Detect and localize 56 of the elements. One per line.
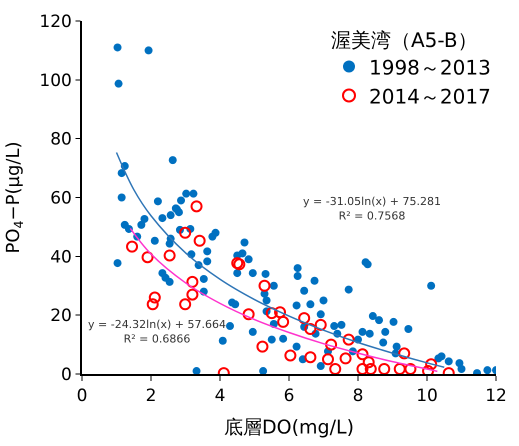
point (284, 349, 296, 362)
point (340, 352, 352, 364)
point (186, 288, 198, 301)
point (364, 363, 377, 374)
point (398, 347, 410, 360)
point (194, 234, 206, 247)
point (356, 348, 368, 360)
point (266, 307, 278, 320)
y-tick-label: 100 (39, 70, 72, 91)
point (142, 251, 154, 264)
point (190, 200, 203, 212)
legend-title: 渥美湾（A5-B） (331, 28, 478, 52)
point (298, 312, 310, 324)
x-tick-label: 8 (352, 386, 364, 406)
x-tick-label: 4 (214, 386, 226, 406)
legend-label: 2014～2017 (369, 84, 491, 108)
y-tick-label: 40 (50, 247, 72, 268)
x-tick-label: 10 (416, 386, 438, 406)
x-tick-label: 12 (485, 386, 507, 406)
point (378, 363, 390, 374)
point (322, 353, 334, 366)
point (394, 363, 406, 374)
annotation: y = -31.05ln(x) + 75.281 R² = 0.7568 (303, 195, 441, 222)
point (186, 276, 198, 288)
point (256, 340, 268, 353)
point (304, 351, 316, 364)
point (274, 306, 286, 318)
point (329, 363, 342, 374)
annotation: y = -24.32ln(x) + 57.664 R² = 0.6866 (88, 318, 226, 346)
y-tick-label: 0 (61, 364, 72, 385)
x-axis-title: 底層DO(mg/L) (224, 416, 354, 438)
point (362, 356, 375, 368)
point (179, 298, 192, 310)
point (325, 338, 338, 351)
point (425, 358, 438, 370)
point (304, 322, 316, 335)
x-tick-label: 0 (76, 386, 88, 406)
point (342, 334, 355, 346)
point (314, 318, 327, 331)
point (242, 308, 255, 320)
y-tick-label: 60 (50, 188, 72, 208)
legend-label: 1998～2013 (369, 55, 491, 80)
point (146, 298, 159, 310)
x-tick-label: 2 (146, 386, 156, 406)
y-tick-label: 80 (50, 130, 72, 150)
point (164, 249, 176, 262)
point (356, 363, 368, 374)
x-tick-label: 6 (284, 386, 294, 406)
point (148, 292, 161, 304)
point (404, 363, 416, 374)
point (179, 226, 192, 239)
y-tick-label: 20 (50, 306, 72, 326)
point (126, 240, 138, 253)
point (277, 316, 290, 328)
y-tick-label: 120 (39, 12, 72, 32)
point (258, 280, 271, 292)
